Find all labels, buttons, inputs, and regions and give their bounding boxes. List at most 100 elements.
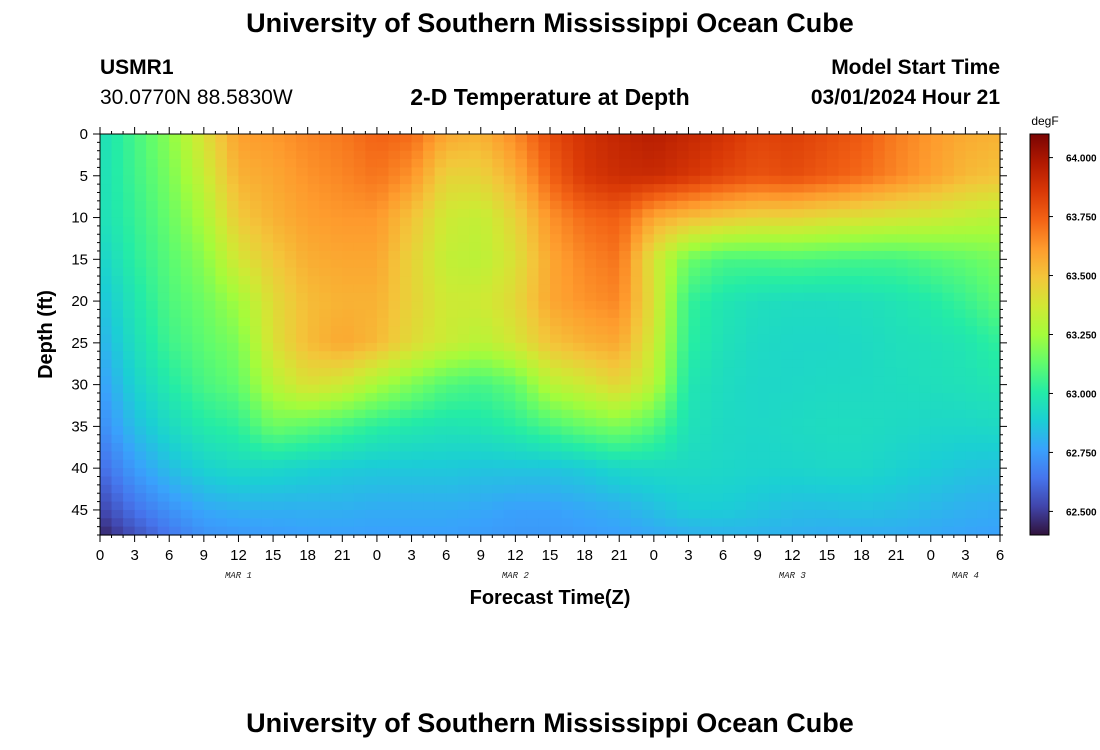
heatmap-cell xyxy=(919,234,932,244)
heatmap-cell xyxy=(296,351,309,361)
heatmap-cell xyxy=(976,509,990,519)
heatmap-cell xyxy=(792,351,805,361)
heatmap-cell xyxy=(665,518,678,528)
heatmap-cell xyxy=(261,267,274,277)
heatmap-cell xyxy=(907,200,920,210)
heatmap-cell xyxy=(515,367,528,377)
heatmap-cell xyxy=(642,526,655,536)
heatmap-cell xyxy=(226,267,240,277)
heatmap-cell xyxy=(503,443,516,453)
heatmap-cell xyxy=(561,476,574,486)
heatmap-cell xyxy=(803,376,816,386)
heatmap-cell xyxy=(734,484,747,494)
heatmap-cell xyxy=(711,225,724,235)
heatmap-cell xyxy=(376,409,390,419)
heatmap-cell xyxy=(803,200,816,210)
heatmap-cell xyxy=(365,267,378,277)
heatmap-cell xyxy=(319,518,332,528)
heatmap-cell xyxy=(734,142,747,152)
heatmap-cell xyxy=(930,468,943,478)
heatmap-cell xyxy=(711,392,724,402)
heatmap-cell xyxy=(388,217,401,227)
heatmap-cell xyxy=(850,284,863,294)
heatmap-cell xyxy=(826,309,840,319)
heatmap-cell xyxy=(919,376,932,386)
heatmap-cell xyxy=(503,276,516,285)
heatmap-cell xyxy=(792,309,805,319)
heatmap-cell xyxy=(953,309,966,319)
y-tick-label: 20 xyxy=(71,293,88,310)
heatmap-cell xyxy=(757,292,770,302)
heatmap-cell xyxy=(780,367,793,377)
heatmap-cell xyxy=(123,518,136,528)
heatmap-cell xyxy=(146,259,159,269)
heatmap-cell xyxy=(746,217,759,227)
heatmap-cell xyxy=(988,342,1001,352)
heatmap-cell xyxy=(296,334,309,344)
heatmap-cell xyxy=(319,434,332,444)
heatmap-cell xyxy=(596,518,609,528)
heatmap-cell xyxy=(146,209,159,219)
heatmap-cell xyxy=(550,184,563,194)
heatmap-cell xyxy=(907,367,920,377)
heatmap-cell xyxy=(515,167,528,177)
heatmap-cell xyxy=(146,384,159,394)
heatmap-cell xyxy=(215,476,228,486)
heatmap-cell xyxy=(480,376,493,386)
heatmap-cell xyxy=(988,392,1001,402)
heatmap-cell xyxy=(665,484,678,494)
heatmap-cell xyxy=(630,426,643,436)
heatmap-cell xyxy=(780,250,793,260)
heatmap-cell xyxy=(503,409,516,419)
heatmap-cell xyxy=(411,217,424,227)
heatmap-cell xyxy=(826,192,840,202)
heatmap-cell xyxy=(780,401,793,411)
heatmap-cell xyxy=(330,476,343,486)
heatmap-cell xyxy=(469,142,482,152)
heatmap-cell xyxy=(226,225,240,235)
heatmap-cell xyxy=(146,234,159,244)
heatmap-cell xyxy=(423,225,436,235)
heatmap-cell xyxy=(319,409,332,419)
heatmap-cell xyxy=(665,250,678,260)
heatmap-cell xyxy=(676,175,690,185)
heatmap-cell xyxy=(330,234,343,244)
heatmap-cell xyxy=(296,242,309,252)
heatmap-cell xyxy=(526,167,540,177)
heatmap-cell xyxy=(884,301,897,311)
heatmap-cell xyxy=(365,443,378,453)
heatmap-cell xyxy=(676,167,690,177)
heatmap-cell xyxy=(873,326,886,336)
heatmap-cell xyxy=(596,326,609,336)
heatmap-cell xyxy=(930,476,943,486)
heatmap-cell xyxy=(180,367,193,377)
heatmap-cell xyxy=(342,342,355,352)
heatmap-cell xyxy=(826,317,840,327)
heatmap-cell xyxy=(930,434,943,444)
heatmap-cell xyxy=(457,476,470,486)
heatmap-cell xyxy=(942,484,955,494)
heatmap-cell xyxy=(953,317,966,327)
heatmap-cell xyxy=(596,501,609,511)
heatmap-cell xyxy=(296,434,309,444)
heatmap-cell xyxy=(573,142,586,152)
heatmap-cell xyxy=(526,326,540,336)
heatmap-cell xyxy=(930,242,943,252)
heatmap-cell xyxy=(642,468,655,478)
heatmap-cell xyxy=(653,401,666,411)
heatmap-cell xyxy=(388,526,401,536)
heatmap-cell xyxy=(850,167,863,177)
heatmap-cell xyxy=(653,192,666,202)
heatmap-cell xyxy=(215,242,228,252)
heatmap-cell xyxy=(423,142,436,152)
heatmap-cell xyxy=(319,476,332,486)
heatmap-cell xyxy=(376,217,390,227)
heatmap-cell xyxy=(676,376,690,386)
heatmap-cell xyxy=(619,150,632,160)
heatmap-cell xyxy=(907,518,920,528)
heatmap-cell xyxy=(169,142,182,152)
heatmap-cell xyxy=(376,501,390,511)
heatmap-cell xyxy=(134,351,147,361)
heatmap-cell xyxy=(480,342,493,352)
heatmap-cell xyxy=(203,476,216,486)
